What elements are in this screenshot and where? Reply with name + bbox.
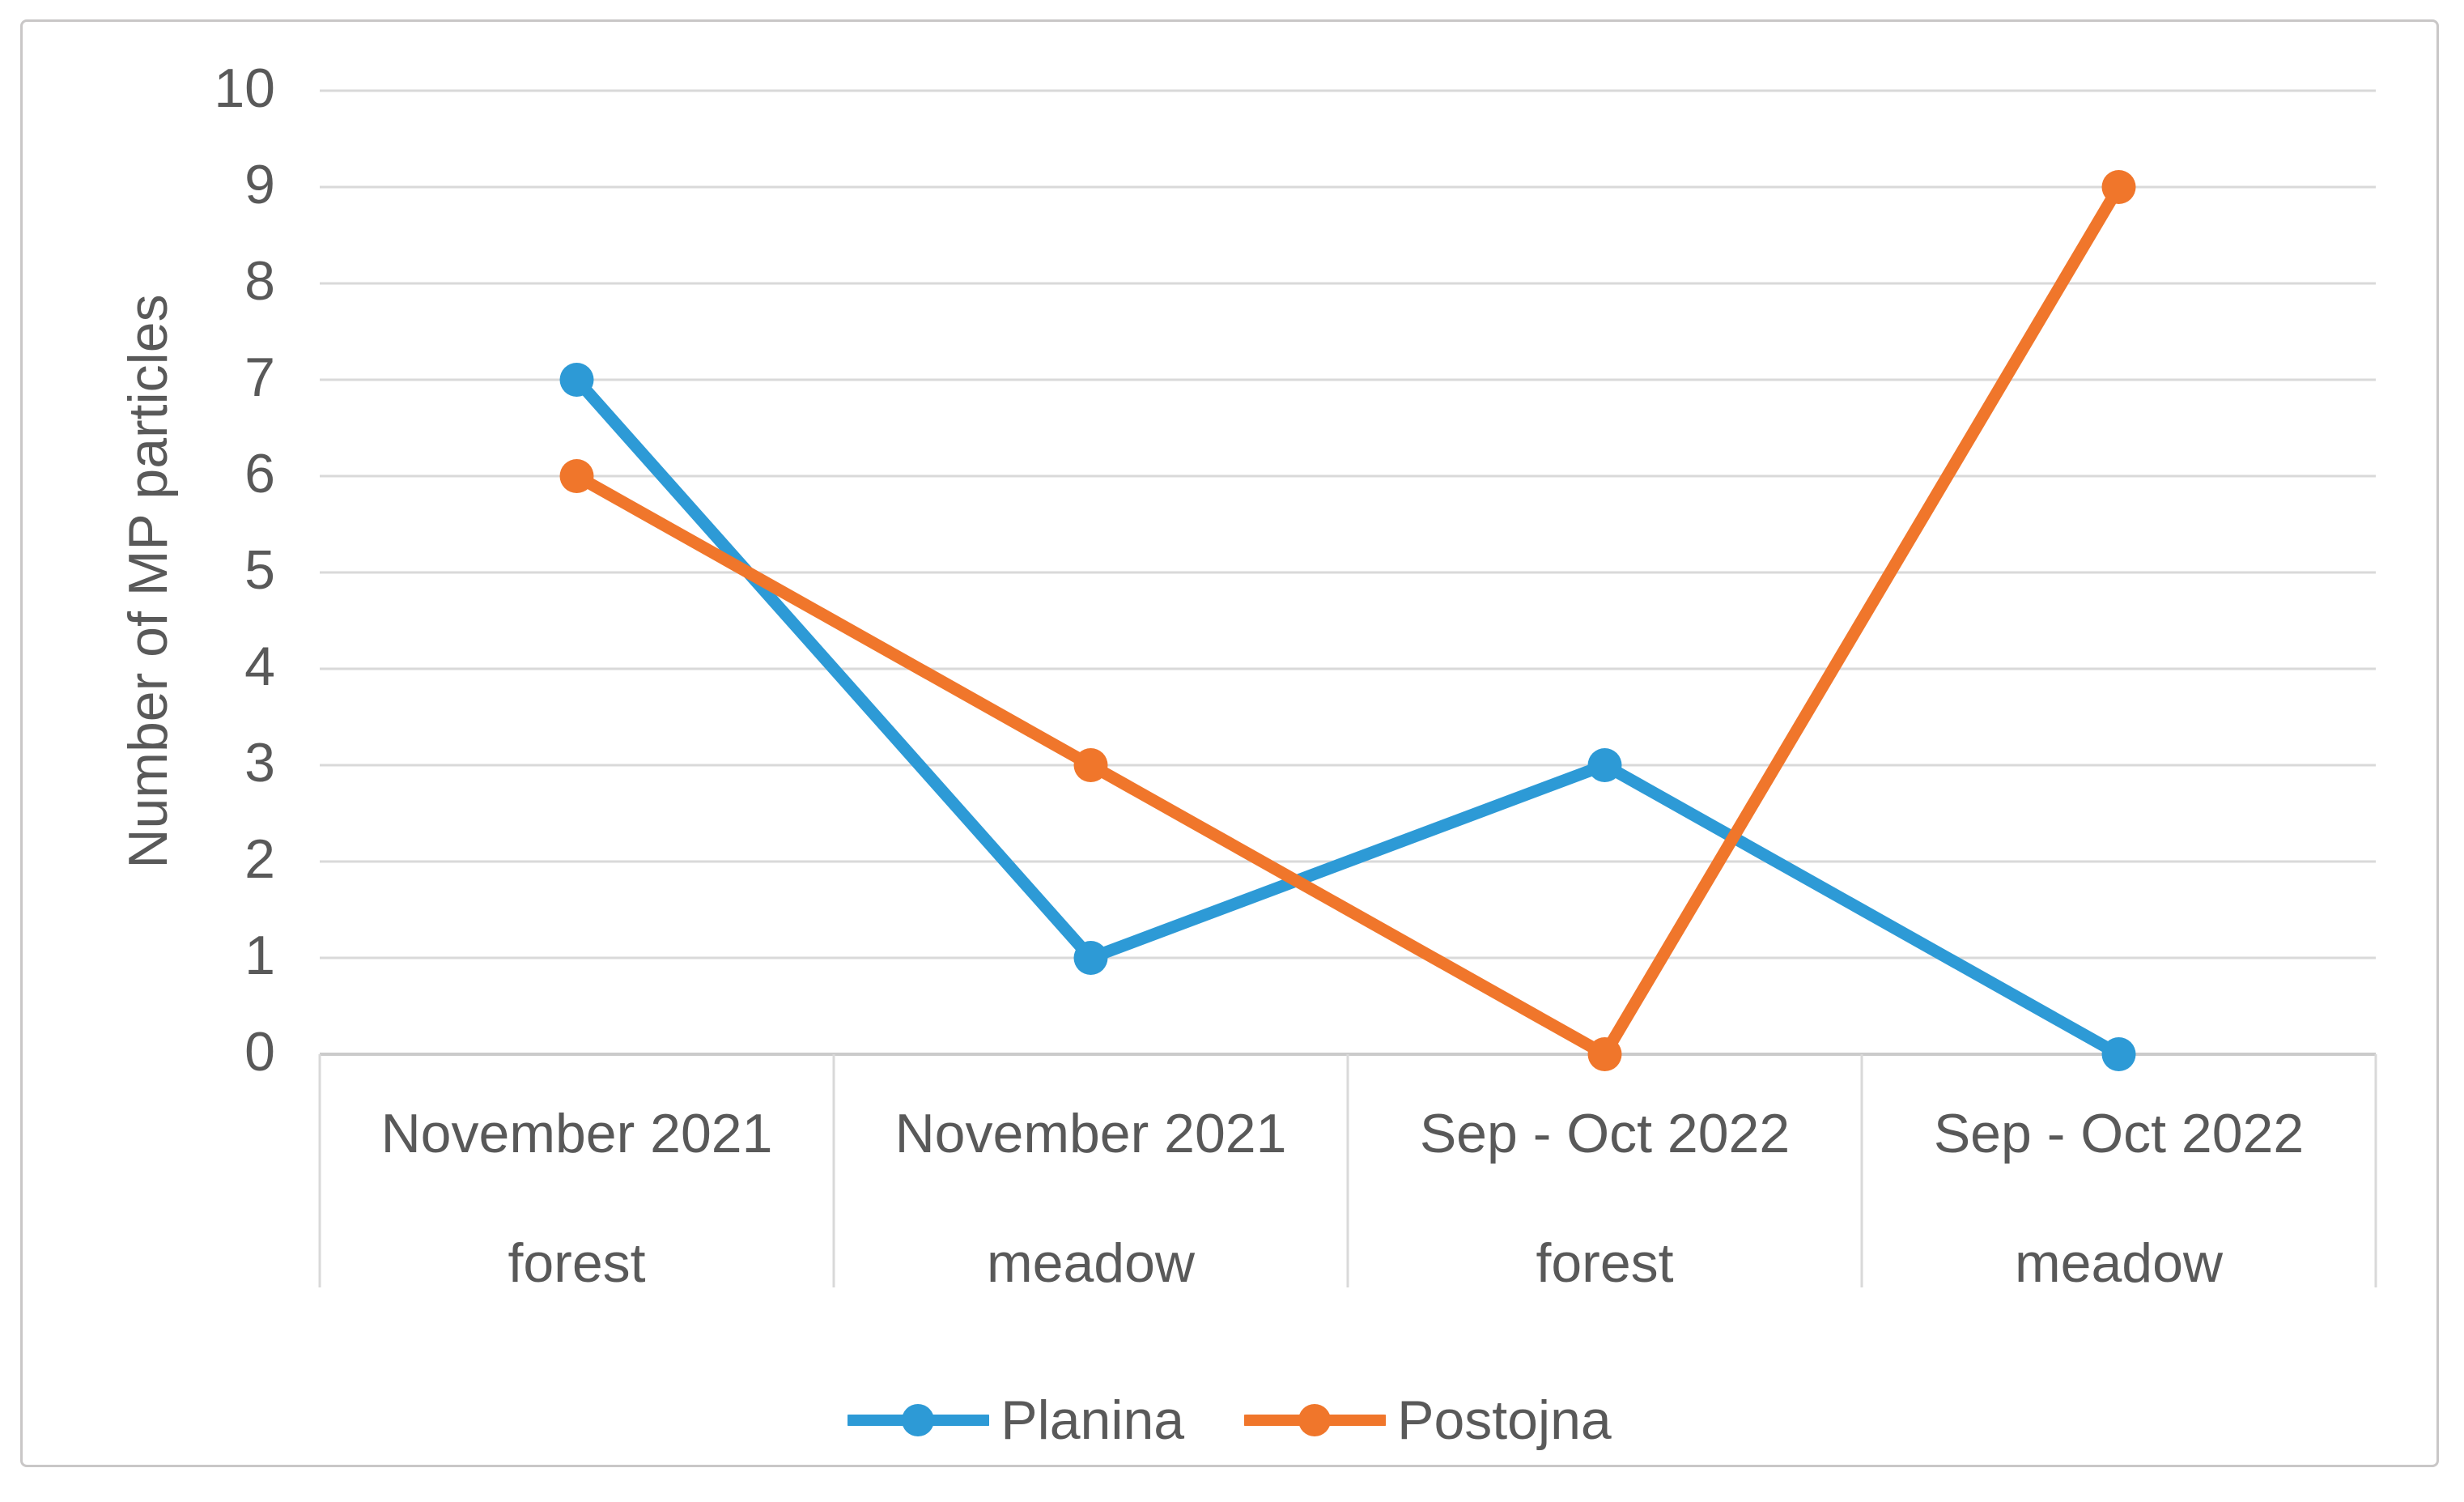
- category-period-label: Sep - Oct 2022: [1419, 1103, 1791, 1164]
- y-tick-label: 5: [244, 538, 275, 601]
- series-marker-planina: [2101, 1037, 2136, 1071]
- y-tick-label: 2: [244, 828, 275, 890]
- legend-label: Postojna: [1397, 1389, 1612, 1451]
- y-tick-label: 9: [244, 153, 275, 215]
- series-line-postojna: [571, 181, 2125, 1061]
- y-tick-label: 4: [244, 635, 275, 697]
- series-marker-postojna: [1073, 748, 1108, 782]
- legend-item-postojna: Postojna: [1244, 1389, 1612, 1452]
- y-tick-label: 6: [244, 442, 275, 504]
- category-site-label: forest: [508, 1232, 646, 1294]
- category-site-label: meadow: [2014, 1232, 2224, 1294]
- category-period-label: November 2021: [894, 1103, 1287, 1164]
- category-period-label: Sep - Oct 2022: [1933, 1103, 2305, 1164]
- series-marker-planina: [559, 363, 594, 397]
- y-tick-label: 10: [214, 57, 275, 119]
- y-tick-label: 7: [244, 346, 275, 408]
- chart-frame: [20, 19, 2439, 1467]
- series-marker-postojna: [2101, 170, 2136, 204]
- legend-item-planina: Planina: [848, 1389, 1184, 1452]
- legend: Planina Postojna: [20, 1389, 2439, 1452]
- series-marker-postojna: [1587, 1037, 1622, 1071]
- y-tick-label: 1: [244, 924, 275, 986]
- y-tick-label: 8: [244, 249, 275, 312]
- y-tick-label: 0: [244, 1020, 275, 1083]
- series-marker-postojna: [559, 459, 594, 493]
- series-marker-planina: [1073, 941, 1108, 975]
- legend-label: Planina: [1000, 1389, 1185, 1451]
- y-tick-label: 3: [244, 731, 275, 794]
- category-site-label: forest: [1536, 1232, 1674, 1294]
- series-line-planina: [571, 373, 2125, 1061]
- category-period-label: November 2021: [380, 1103, 773, 1164]
- series-marker-planina: [1587, 748, 1622, 782]
- legend-key-icon: [848, 1404, 990, 1436]
- category-site-label: meadow: [986, 1232, 1196, 1294]
- legend-key-icon: [1244, 1404, 1387, 1436]
